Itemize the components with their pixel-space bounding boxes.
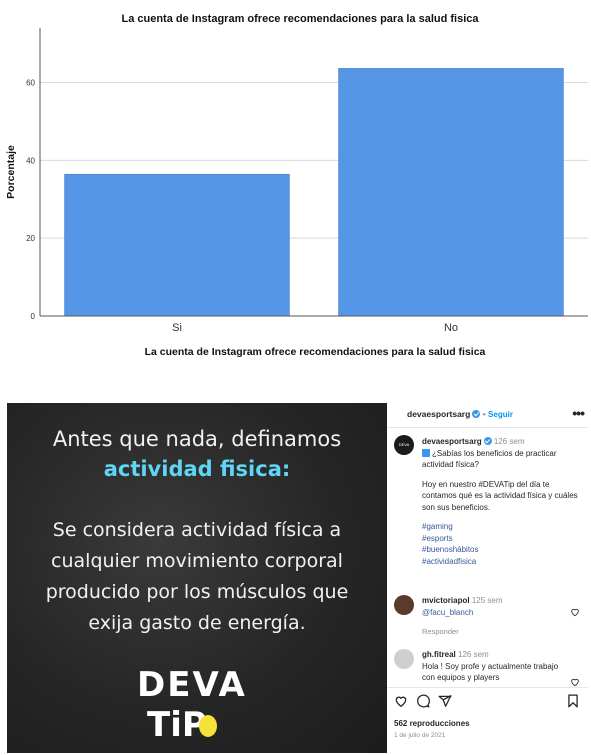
comment-text: Hola ! Soy profe y actualmente trabajo c… [422, 661, 559, 683]
y-tick-label: 20 [26, 234, 35, 243]
comment-text[interactable]: @facu_blanch [422, 607, 474, 617]
x-category-labels: Si No [172, 322, 458, 334]
instagram-post: Antes que nada, definamos actividad fisi… [7, 403, 588, 753]
hashtag[interactable]: #buenoshábitos [422, 545, 479, 554]
comment-time: 126 sem [458, 650, 489, 659]
comment-body: gh.fitreal 126 sem Hola ! Soy profe y ac… [422, 649, 572, 684]
hashtag[interactable]: #actividadfisica [422, 556, 477, 566]
deva-tip-logo: DEVA TiP [137, 665, 257, 753]
comment-time: 125 sem [471, 596, 503, 605]
more-options-icon[interactable]: ••• [572, 405, 585, 421]
y-tick-label: 0 [31, 312, 36, 321]
post-header: devaesportsarg • Seguir ••• [387, 403, 588, 428]
bar-no [338, 68, 564, 317]
x-axis-title: La cuenta de Instagram ofrece recomendac… [145, 346, 486, 358]
caption-line: Hoy en nuestro #DEVATip del día te conta… [422, 479, 578, 512]
follow-button[interactable]: Seguir [488, 410, 513, 419]
x-category-label: Si [172, 322, 182, 334]
logo-text: DEVA [137, 665, 247, 705]
post-sidebar: devaesportsarg • Seguir ••• DEVA devaesp… [387, 403, 588, 753]
slide-body-line: cualquier movimiento corporal [51, 550, 343, 572]
header-username[interactable]: devaesportsarg [407, 409, 471, 419]
slide-heading: Antes que nada, definamos [52, 427, 342, 451]
comment-body: mvictoriapol 125 sem @facu_blanch Respon… [422, 595, 572, 638]
logo-text: TiP [147, 705, 207, 745]
info-icon [422, 448, 430, 457]
caption-line: ¿Sabías los beneficios de practicar acti… [422, 448, 557, 470]
heart-icon[interactable] [570, 607, 580, 617]
y-axis-title: Porcentaje [5, 145, 17, 199]
heart-icon[interactable] [394, 694, 408, 708]
slide-highlight: actividad fisica: [103, 457, 291, 481]
bar-chart: La cuenta de Instagram ofrece recomendac… [5, 13, 588, 358]
post-image[interactable]: Antes que nada, definamos actividad fisi… [7, 403, 387, 753]
verified-icon [483, 437, 492, 445]
separator: • [482, 409, 486, 419]
caption-username[interactable]: devaesportsarg [422, 437, 482, 446]
y-tick-label: 40 [26, 156, 35, 165]
heart-icon[interactable] [570, 677, 580, 687]
y-tick-labels: 0 20 40 60 [26, 78, 35, 321]
comment-username[interactable]: mvictoriapol [422, 596, 470, 605]
avatar[interactable] [394, 649, 414, 669]
verified-icon [472, 410, 481, 418]
slide-body-line: producido por los músculos que [45, 581, 349, 603]
slide-body-line: Se considera actividad física a [52, 519, 342, 541]
comment-username[interactable]: gh.fitreal [422, 650, 456, 659]
reply-button[interactable]: Responder [422, 627, 459, 636]
bookmark-icon[interactable] [566, 694, 580, 708]
hashtag[interactable]: #esports [422, 533, 453, 543]
comment-icon[interactable] [416, 694, 430, 708]
share-icon[interactable] [438, 694, 452, 708]
bars [64, 68, 564, 317]
caption-time: 126 sem [493, 437, 525, 446]
x-category-label: No [444, 322, 458, 334]
post-date: 1 de julio de 2021 [394, 732, 446, 739]
slide-body-line: exija gasto de energía. [88, 612, 306, 634]
avatar[interactable]: DEVA [394, 435, 414, 455]
hashtag[interactable]: #gaming [422, 522, 453, 531]
avatar[interactable] [394, 595, 414, 615]
post-caption: devaesportsarg 126 sem ¿Sabías los benef… [422, 436, 584, 567]
lightbulb-icon [199, 715, 217, 737]
views-count[interactable]: 562 reproducciones [394, 719, 470, 728]
chart-title: La cuenta de Instagram ofrece recomendac… [121, 13, 479, 25]
y-tick-label: 60 [26, 78, 35, 87]
post-actions: 562 reproducciones 1 de julio de 2021 [387, 687, 588, 754]
header-user: devaesportsarg • Seguir [407, 409, 513, 419]
bar-si [64, 173, 290, 317]
